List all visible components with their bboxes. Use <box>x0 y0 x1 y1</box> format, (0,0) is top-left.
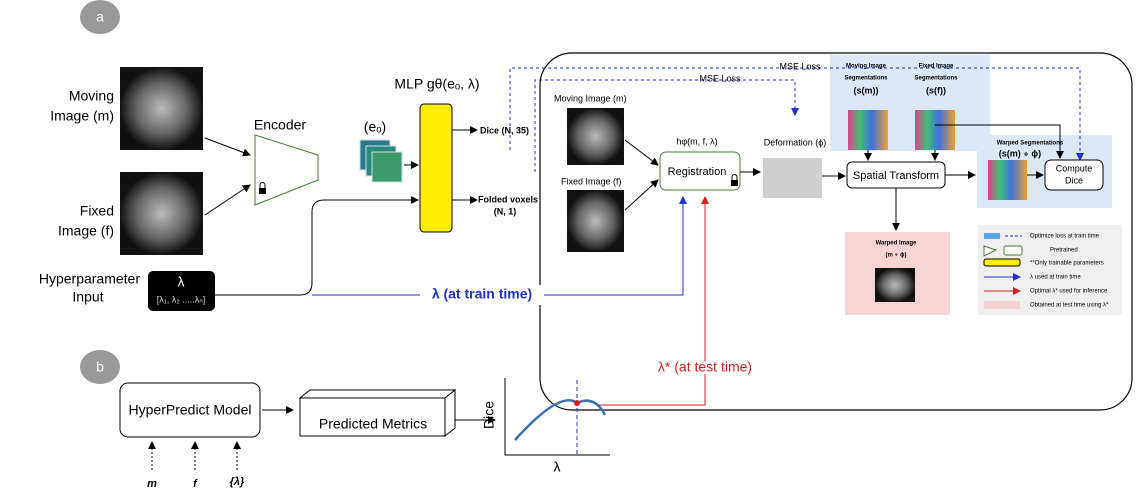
legend-text: Optimize loss at train time <box>1030 234 1100 240</box>
seg-label: Warped Segmentations <box>997 141 1064 147</box>
lambda: λ <box>178 274 185 290</box>
loss-label: MSE Loss <box>699 73 741 83</box>
registration-box: Registration <box>668 166 727 178</box>
output-label: (N, 1) <box>494 206 517 216</box>
seg-label: (s(m)) <box>854 85 879 95</box>
legend-text: Obtained at test time using λ* <box>1030 303 1109 309</box>
panel-label: b <box>96 359 104 375</box>
seg-label: Moving Image <box>846 64 887 70</box>
spatial-transform: Spatial Transform <box>853 170 939 182</box>
input-label: Hyperparameter <box>39 271 140 287</box>
model-box: HyperPredict Model <box>129 402 252 418</box>
compute-dice: Compute <box>1056 163 1093 173</box>
deformation-label: Deformation (ϕ) <box>764 137 827 147</box>
loss-label: MSE Loss <box>779 61 821 71</box>
seg-label: (s(f)) <box>926 85 946 95</box>
seg-label: (s(m) ∘ ϕ) <box>999 148 1041 158</box>
test-lambda: λ* (at test time) <box>658 359 752 375</box>
image-label: Moving Image (m) <box>554 93 627 103</box>
legend-text: Pretrained <box>1050 248 1078 254</box>
seg-label: Segmentations <box>844 76 888 82</box>
legend-text: λ used at train time <box>1030 275 1081 281</box>
diagram: a b Moving Image (m) Fixed Image (f) Hyp… <box>0 0 1139 496</box>
input-label: Image (m) <box>50 108 114 124</box>
input-label: Fixed <box>80 203 114 219</box>
lambda-list: [λ₁, λ₂ .....λₙ] <box>157 294 206 304</box>
mlp-label: MLP gθ(eₒ, λ) <box>394 76 479 92</box>
seg-label: Segmentations <box>914 76 958 82</box>
compute-dice: Dice <box>1065 175 1083 185</box>
panel-label: a <box>96 9 104 25</box>
input-label: Moving <box>69 88 114 104</box>
legend-text: Optimal λ* used for inference <box>1030 289 1108 295</box>
warped-image-label: (m ∘ ϕ) <box>886 253 907 259</box>
output-label: Folded voxels <box>478 194 538 204</box>
output-label: Dice (N, 35) <box>480 125 529 135</box>
seg-label: Fixed Image <box>919 64 954 70</box>
legend-text: **Only trainable parameters <box>1030 261 1104 267</box>
input-label: Input <box>72 289 103 305</box>
layout <box>80 0 1132 470</box>
input-label: Image (f) <box>58 223 114 239</box>
metrics-box: Predicted Metrics <box>319 416 427 432</box>
x-axis-label: λ <box>554 459 561 475</box>
embedding-label: (eₒ) <box>364 119 386 135</box>
model-input: m <box>147 478 157 490</box>
encoder-label: Encoder <box>254 117 306 133</box>
model-input: {λ} <box>230 476 245 488</box>
function-label: hφ(m, f, λ) <box>676 136 717 146</box>
image-label: Fixed Image (f) <box>561 176 622 186</box>
model-input: f <box>193 478 198 490</box>
y-axis-label: Dice <box>481 401 497 429</box>
warped-image-label: Warped Image <box>876 241 917 247</box>
train-lambda: λ (at train time) <box>432 286 532 302</box>
